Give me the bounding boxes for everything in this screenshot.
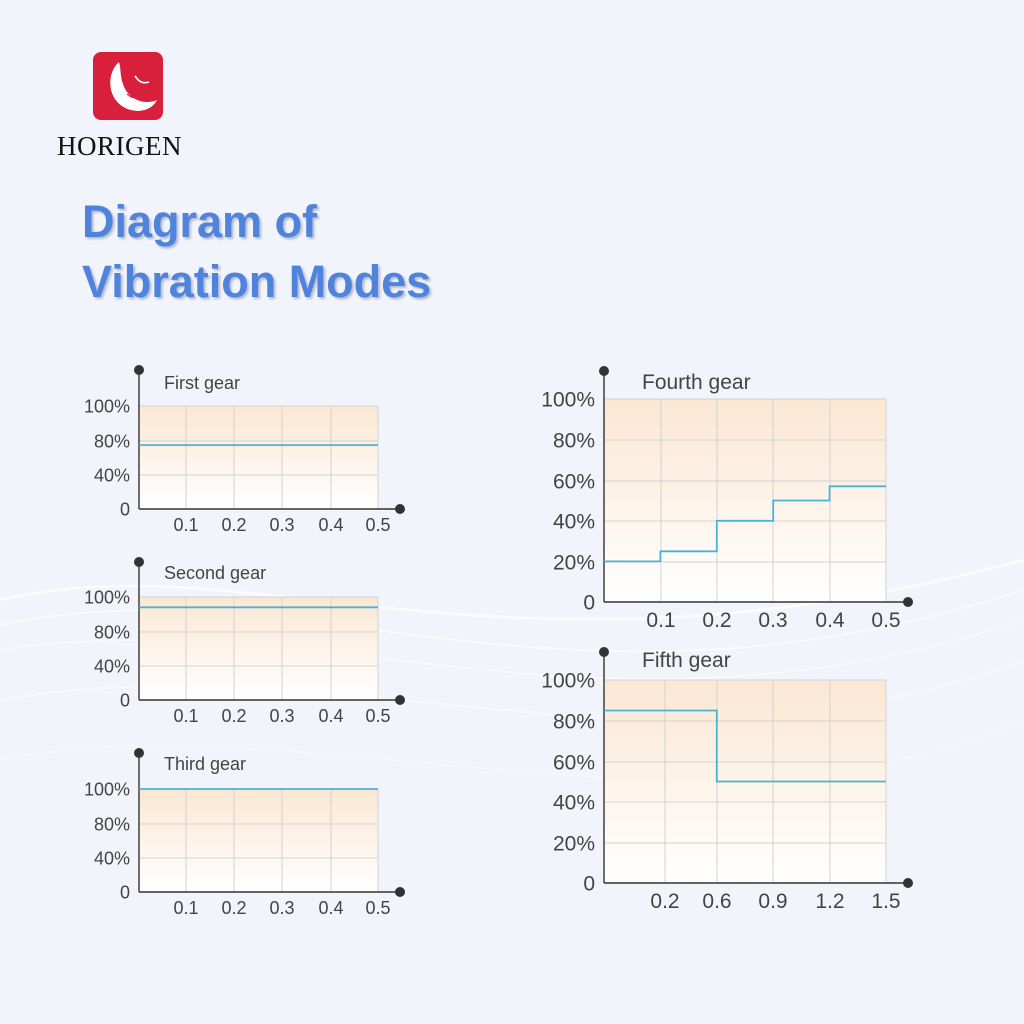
fifth-gear-x-tick: 0.2 [650, 890, 679, 913]
second-gear-x-tick: 0.5 [365, 706, 390, 726]
first-gear-y-tick: 0 [120, 499, 130, 519]
fifth-gear-y-tick: 60% [553, 752, 595, 775]
fourth-gear-y-tick: 0 [583, 592, 595, 615]
page-title-line-1: Diagram of [82, 196, 318, 247]
third-gear-y-tick: 40% [94, 848, 130, 868]
second-gear-y-axis-end [134, 557, 144, 567]
fourth-gear-y-tick: 100% [541, 389, 595, 412]
brand-name: HORIGEN [57, 131, 182, 161]
fourth-gear-y-tick: 40% [553, 511, 595, 534]
second-gear-x-tick: 0.4 [318, 706, 343, 726]
fourth-gear-y-axis-end [599, 366, 609, 376]
fourth-gear-x-tick: 0.5 [871, 609, 900, 632]
fourth-gear-y-tick: 60% [553, 471, 595, 494]
brand-logo: HORIGEN [57, 52, 207, 167]
fourth-gear-x-tick: 0.1 [646, 609, 675, 632]
fifth-gear-title: Fifth gear [642, 649, 731, 672]
second-gear-y-tick: 40% [94, 656, 130, 676]
fifth-gear-y-axis-end [599, 647, 609, 657]
first-gear-chart: First gear 0 40% 80% 100% 0.1 0.2 0.3 0.4 0.5 [84, 365, 405, 535]
fourth-gear-chart: Fourth gear 0 20% 40% 60% 80% 100% 0.1 0.2 0.3 0.4… [541, 366, 913, 632]
first-gear-x-tick: 0.1 [173, 515, 198, 535]
fifth-gear-series-line [604, 709, 886, 783]
fourth-gear-x-tick: 0.4 [815, 609, 845, 632]
fifth-gear-x-tick: 1.5 [871, 890, 900, 913]
second-gear-x-tick: 0.3 [269, 706, 294, 726]
third-gear-x-tick: 0.5 [365, 898, 390, 918]
fourth-gear-series-line [604, 485, 886, 563]
fourth-gear-plot-area [604, 399, 886, 602]
moon-face-icon [110, 62, 157, 111]
brand-logo-mark [93, 52, 163, 120]
second-gear-x-tick: 0.2 [221, 706, 246, 726]
second-gear-plot-area [139, 597, 378, 700]
second-gear-x-tick: 0.1 [173, 706, 198, 726]
third-gear-y-tick: 0 [120, 882, 130, 902]
fourth-gear-title: Fourth gear [642, 371, 751, 394]
third-gear-x-tick: 0.1 [173, 898, 198, 918]
third-gear-x-axis-end [395, 887, 405, 897]
second-gear-y-tick: 80% [94, 622, 130, 642]
fifth-gear-y-tick: 0 [583, 873, 595, 896]
first-gear-x-tick: 0.5 [365, 515, 390, 535]
fifth-gear-y-tick: 40% [553, 792, 595, 815]
fifth-gear-y-tick: 20% [553, 833, 595, 856]
second-gear-y-tick: 0 [120, 690, 130, 710]
first-gear-y-tick: 100% [84, 396, 130, 416]
fifth-gear-x-tick: 0.6 [702, 890, 731, 913]
first-gear-x-tick: 0.4 [318, 515, 343, 535]
second-gear-x-axis-end [395, 695, 405, 705]
third-gear-chart: Third gear 0 40% 80% 100% 0.1 0.2 0.3 0.4 0.5 [84, 748, 405, 918]
first-gear-x-tick: 0.2 [221, 515, 246, 535]
fifth-gear-y-tick: 80% [553, 711, 595, 734]
fifth-gear-x-tick: 1.2 [815, 890, 844, 913]
fifth-gear-x-axis-end [903, 878, 913, 888]
third-gear-x-tick: 0.3 [269, 898, 294, 918]
first-gear-plot-area [139, 406, 378, 509]
first-gear-x-tick: 0.3 [269, 515, 294, 535]
first-gear-x-axis-end [395, 504, 405, 514]
third-gear-x-tick: 0.4 [318, 898, 343, 918]
third-gear-title: Third gear [164, 754, 246, 774]
second-gear-chart: Second gear 0 40% 80% 100% 0.1 0.2 0.3 0.4 0.5 [84, 557, 405, 726]
page-title-line-2: Vibration Modes [82, 256, 432, 307]
first-gear-y-tick: 80% [94, 431, 130, 451]
fifth-gear-chart: Fifth gear 0 20% 40% 60% 80% 100% 0.2 0.6 0.9 1.2 1… [541, 647, 913, 913]
fourth-gear-x-tick: 0.2 [702, 609, 731, 632]
second-gear-y-tick: 100% [84, 587, 130, 607]
third-gear-y-tick: 100% [84, 779, 130, 799]
third-gear-y-axis-end [134, 748, 144, 758]
third-gear-y-tick: 80% [94, 814, 130, 834]
first-gear-y-tick: 40% [94, 465, 130, 485]
fourth-gear-y-tick: 80% [553, 430, 595, 453]
fifth-gear-x-tick: 0.9 [758, 890, 787, 913]
third-gear-plot-area [139, 789, 378, 892]
third-gear-x-tick: 0.2 [221, 898, 246, 918]
fourth-gear-x-axis-end [903, 597, 913, 607]
first-gear-y-axis-end [134, 365, 144, 375]
second-gear-title: Second gear [164, 563, 266, 583]
fourth-gear-y-tick: 20% [553, 552, 595, 575]
fifth-gear-y-tick: 100% [541, 670, 595, 693]
page-title: Diagram of Vibration Modes [82, 192, 562, 312]
first-gear-title: First gear [164, 373, 240, 393]
fourth-gear-x-tick: 0.3 [758, 609, 787, 632]
